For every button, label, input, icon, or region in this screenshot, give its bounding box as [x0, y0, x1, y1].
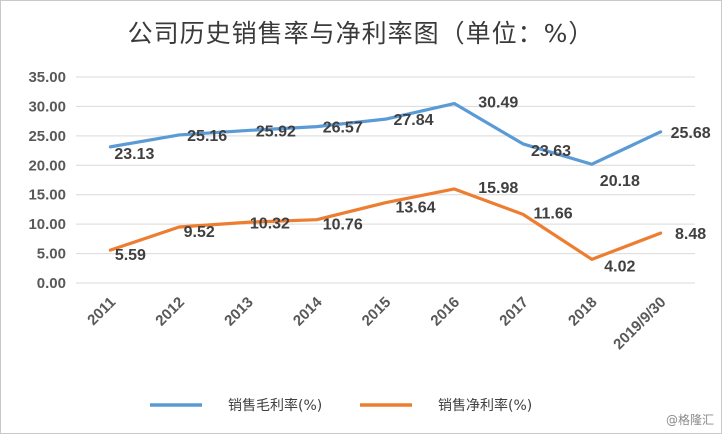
y-tick-label: 10.00 [28, 216, 66, 233]
data-label: 25.92 [256, 123, 296, 140]
data-label: 25.68 [671, 125, 711, 142]
y-tick-label: 20.00 [28, 157, 66, 174]
data-label: 20.18 [600, 173, 640, 190]
y-tick-label: 5.00 [37, 246, 66, 263]
y-tick-label: 15.00 [28, 187, 66, 204]
x-tick-label: 2018 [565, 294, 601, 330]
data-label: 11.66 [533, 205, 572, 222]
y-tick-label: 0.00 [37, 275, 66, 292]
watermark: @格隆汇 [665, 413, 714, 427]
x-tick-label: 2011 [84, 294, 119, 329]
x-tick-label: 2017 [496, 294, 532, 330]
x-tick-label: 2014 [290, 293, 326, 329]
data-label: 23.13 [114, 146, 154, 163]
y-tick-label: 30.00 [28, 98, 66, 115]
data-label: 9.52 [184, 224, 215, 241]
y-tick-label: 35.00 [28, 69, 66, 86]
data-label: 23.63 [531, 143, 571, 160]
data-label: 27.84 [393, 112, 433, 129]
y-tick-label: 25.00 [28, 128, 66, 145]
legend-label: 销售净利率(%) [438, 397, 532, 414]
data-label: 4.02 [604, 258, 635, 275]
x-tick-label: 2013 [221, 294, 257, 330]
x-tick-label: 2012 [152, 294, 188, 330]
x-tick-label: 2016 [427, 294, 463, 330]
data-label: 5.59 [115, 247, 146, 264]
data-label: 15.98 [478, 180, 518, 197]
data-label: 30.49 [478, 95, 518, 112]
data-label: 25.16 [187, 128, 227, 145]
x-tick-label: 2019/9/30 [610, 294, 669, 353]
chart-title: 公司历史销售率与净利率图（单位：%） [127, 19, 595, 48]
legend-label: 销售毛利率(%) [228, 397, 322, 414]
data-label: 8.48 [675, 226, 706, 243]
data-label: 13.64 [395, 200, 435, 217]
data-label: 10.76 [323, 217, 363, 234]
x-tick-label: 2015 [359, 294, 395, 330]
data-label: 26.57 [323, 120, 363, 137]
data-label: 10.32 [250, 215, 290, 232]
